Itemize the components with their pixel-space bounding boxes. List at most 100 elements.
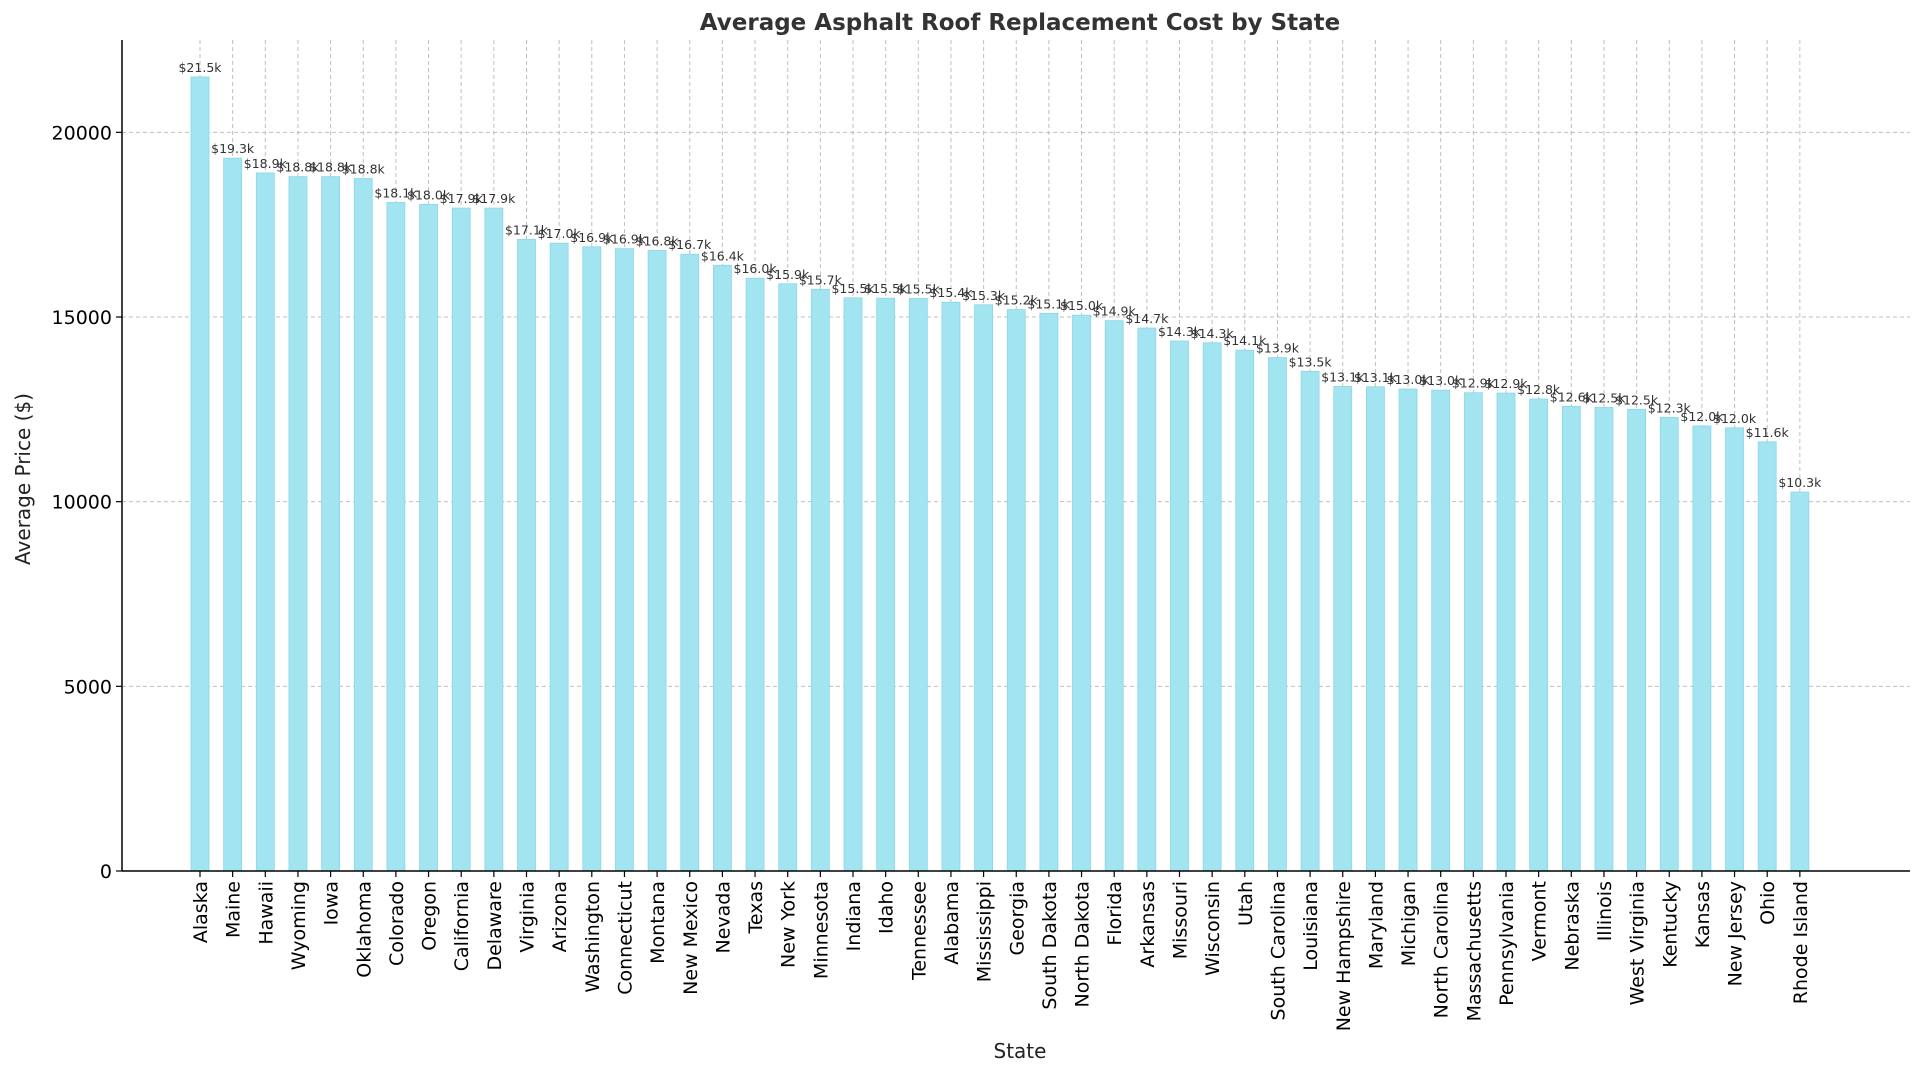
x-tick-label: Kentucky [1659,881,1681,968]
bar [779,284,797,871]
y-axis-ticks: 05000100001500020000 [52,122,122,883]
chart-title: Average Asphalt Roof Replacement Cost by… [700,10,1340,36]
bar [681,254,699,871]
x-tick-label: New Jersey [1725,881,1747,986]
x-tick-label: Minnesota [810,881,832,979]
bar [550,243,568,871]
bar [1138,328,1156,871]
bar [1399,389,1417,871]
bar [583,247,601,871]
x-tick-label: Tennessee [908,881,930,981]
bar [485,208,503,871]
x-tick-label: Montana [647,881,669,964]
bar [1758,442,1776,871]
x-tick-label: New Mexico [680,881,702,995]
bar-value-label: $13.5k [1289,354,1333,369]
x-tick-label: Alaska [190,881,212,943]
y-tick-label: 10000 [52,492,112,514]
x-tick-label: Nevada [712,881,734,954]
x-tick-label: South Dakota [1039,881,1061,1010]
x-tick-label: California [451,881,473,971]
bar [1268,358,1286,871]
x-tick-label: North Carolina [1431,881,1453,1018]
x-tick-label: Hawaii [255,881,277,945]
bar [648,251,666,871]
bar [1236,350,1254,871]
bar [1628,409,1646,871]
x-tick-label: Texas [745,881,767,935]
bar-value-label: $19.3k [211,141,255,156]
y-axis-label: Average Price ($) [11,393,35,565]
bar [1334,386,1352,871]
bar [322,177,340,871]
bar [387,203,405,871]
x-tick-label: Washington [582,881,604,993]
bar [1073,315,1091,871]
y-tick-label: 15000 [52,307,112,329]
x-tick-label: West Virginia [1627,881,1649,1005]
bar [452,208,470,871]
x-tick-label: Alabama [941,881,963,965]
x-axis-ticks: Alaska Maine Hawaii Wyoming Iowa Oklahoma Colo… [190,871,1812,1031]
bar-value-label: $12.0k [1713,411,1757,426]
bar [420,204,438,871]
x-tick-label: Delaware [484,881,506,971]
bar [975,305,993,871]
x-tick-label: Louisiana [1300,881,1322,971]
bar [1040,313,1058,871]
bar [224,158,242,871]
bar [1530,399,1548,871]
x-tick-label: Vermont [1529,881,1551,961]
bar-value-label: $21.5k [178,60,222,75]
x-tick-label: Pennsylvania [1496,881,1518,1006]
bar [942,302,960,871]
x-tick-label: Massachusetts [1463,881,1485,1021]
bar [1105,321,1123,871]
bar-value-label: $18.8k [342,162,386,177]
x-tick-label: Iowa [321,881,343,925]
x-tick-label: Wisconsin [1202,881,1224,976]
bar [1171,341,1189,871]
x-tick-label: Illinois [1594,881,1616,941]
bar [1301,371,1319,871]
x-tick-label: Rhode Island [1790,881,1812,1004]
bar [1660,417,1678,871]
bar [1497,393,1515,871]
x-tick-label: South Carolina [1267,881,1289,1020]
x-tick-label: Missouri [1170,881,1192,959]
bar-chart: Average Asphalt Roof Replacement Cost by… [0,0,1919,1074]
bar [1693,426,1711,871]
x-tick-label: Maine [223,881,245,938]
x-tick-label: Georgia [1006,881,1028,956]
x-tick-label: Utah [1235,881,1257,926]
bar [191,77,209,871]
bar [518,239,536,871]
bar [811,289,829,871]
bar [1203,343,1221,871]
bar [713,265,731,871]
bar-value-label: $17.9k [472,191,516,206]
bar [877,298,895,871]
x-tick-label: Kansas [1692,881,1714,948]
x-tick-label: Maryland [1365,881,1387,969]
bar [1366,387,1384,871]
bar [1562,406,1580,871]
bar [615,249,633,871]
x-tick-label: Arizona [549,881,571,952]
y-tick-label: 5000 [64,676,112,698]
bar [1464,393,1482,871]
bar [354,179,372,872]
x-axis-label: State [994,1039,1047,1063]
x-tick-label: Ohio [1757,881,1779,925]
x-tick-label: New York [778,881,800,968]
y-tick-label: 20000 [52,122,112,144]
x-tick-label: Nebraska [1561,881,1583,971]
bar [1726,428,1744,871]
x-tick-label: Connecticut [614,881,636,995]
bar [1595,407,1613,871]
bar [256,173,274,871]
x-tick-label: Virginia [517,881,539,953]
x-tick-label: Michigan [1398,881,1420,966]
bar [1007,310,1025,871]
bar-value-label: $11.6k [1746,425,1790,440]
